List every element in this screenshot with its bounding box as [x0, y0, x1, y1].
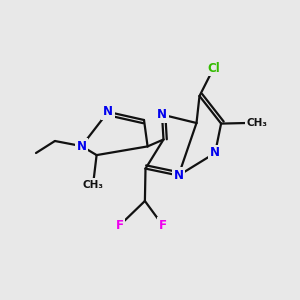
Text: CH₃: CH₃ — [247, 118, 268, 128]
Text: Cl: Cl — [207, 61, 220, 75]
Text: N: N — [157, 108, 167, 121]
Text: N: N — [173, 169, 184, 182]
Text: F: F — [116, 219, 123, 232]
Text: N: N — [103, 105, 113, 119]
Text: N: N — [76, 140, 87, 153]
Text: CH₃: CH₃ — [82, 180, 103, 190]
Text: F: F — [159, 219, 167, 232]
Text: N: N — [210, 146, 220, 160]
